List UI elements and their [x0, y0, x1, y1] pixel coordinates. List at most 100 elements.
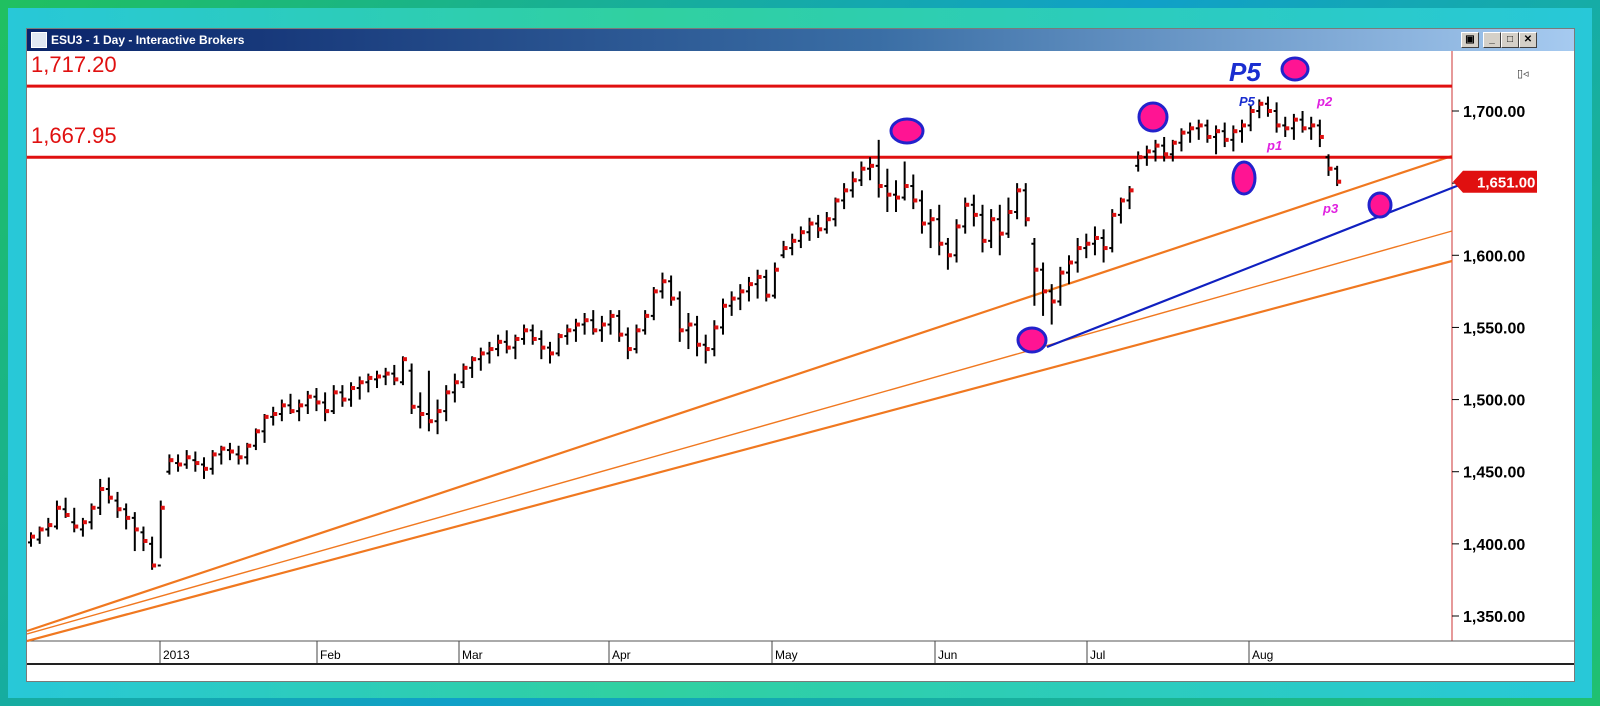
minimize-button[interactable]: _: [1483, 32, 1501, 48]
ohlc-bar-close: [1172, 140, 1177, 145]
ohlc-bar-close: [575, 322, 580, 327]
ohlc-bar: [858, 161, 866, 187]
ohlc-bar-close: [1103, 246, 1108, 251]
ohlc-bar: [261, 414, 269, 443]
title-bar[interactable]: ESU3 - 1 Day - Interactive Brokers ▣ _ □…: [27, 29, 1574, 51]
y-tick-label: 1,350.00: [1463, 609, 1525, 626]
ohlc-bar: [720, 298, 727, 335]
annotations-layer: P5 P5 p2 p1 p3: [1229, 57, 1339, 216]
ohlc-bar: [944, 237, 952, 270]
ohlc-bar-close: [723, 303, 727, 308]
ohlc-bar: [780, 240, 788, 259]
ohlc-bar-close: [982, 238, 987, 243]
markers-layer: [889, 56, 1393, 354]
ohlc-bar: [443, 385, 451, 422]
ohlc-bar-close: [1043, 289, 1048, 294]
ohlc-bar-close: [826, 217, 831, 222]
highlight-marker: [889, 117, 925, 145]
restore-alt-button[interactable]: ▣: [1461, 32, 1479, 48]
ohlc-bar-close: [56, 505, 61, 510]
ohlc-bar: [460, 363, 468, 389]
ohlc-bar-close: [947, 253, 952, 258]
ohlc-bar: [287, 393, 295, 414]
ohlc-bar: [486, 341, 494, 364]
x-tick-label: Jul: [1090, 648, 1105, 662]
ohlc-bar-close: [766, 293, 771, 298]
ohlc-bar: [1117, 197, 1125, 224]
ohlc-bar: [201, 457, 208, 479]
annotation-label: p1: [1266, 138, 1282, 153]
ohlc-bar-close: [428, 419, 433, 424]
ohlc-bar-close: [204, 466, 208, 471]
ohlc-bar: [1247, 105, 1255, 132]
ohlc-bar: [529, 324, 537, 345]
ohlc-bar-close: [472, 357, 477, 362]
ohlc-bar-close: [627, 347, 632, 352]
ohlc-bar-close: [1216, 129, 1221, 134]
ohlc-bar-close: [1034, 267, 1039, 272]
ohlc-bar-close: [1138, 155, 1143, 160]
ohlc-bar: [1334, 165, 1342, 187]
ohlc-bar-close: [653, 289, 658, 294]
ohlc-bar: [1040, 262, 1048, 316]
ohlc-bar-close: [999, 231, 1004, 236]
ohlc-bar-close: [143, 538, 148, 543]
ohlc-bar-close: [1207, 134, 1212, 139]
x-tick-label: Feb: [320, 648, 341, 662]
annotation-label: P5: [1229, 57, 1261, 87]
close-button[interactable]: ✕: [1519, 32, 1537, 48]
ohlc-bar: [252, 428, 260, 451]
ohlc-bar-close: [1190, 126, 1195, 131]
ohlc-bar-close: [593, 328, 598, 333]
scale-toggle-icon[interactable]: ▯◃: [1517, 68, 1529, 80]
price-chart[interactable]: 1,717.20 1,667.95 1,350.00 1,400.00 1,450.0…: [27, 51, 1574, 679]
ohlc-bar-close: [939, 241, 944, 246]
maximize-button[interactable]: □: [1501, 32, 1519, 48]
ohlc-bar-close: [186, 455, 191, 460]
ohlc-bar: [650, 287, 658, 321]
ohlc-bar: [832, 197, 840, 227]
ohlc-bar: [962, 197, 970, 234]
ohlc-bar: [572, 318, 580, 342]
ohlc-bar-close: [1155, 143, 1160, 148]
ohlc-bar: [875, 139, 883, 198]
ohlc-bar-close: [1060, 270, 1065, 275]
ohlc-bar: [1143, 145, 1151, 166]
ohlc-bar-close: [290, 409, 295, 414]
ohlc-bar-close: [212, 452, 217, 457]
ohlc-bar-close: [973, 212, 978, 217]
ohlc-bar: [1031, 237, 1039, 306]
ohlc-bar-close: [783, 246, 788, 251]
ohlc-bar: [616, 310, 624, 342]
ohlc-bar: [296, 399, 304, 422]
ohlc-bar-close: [748, 282, 753, 287]
ohlc-bar-close: [299, 403, 304, 408]
ohlc-bar: [1187, 122, 1195, 143]
ohlc-bar-close: [463, 365, 468, 370]
ohlc-bar: [1282, 116, 1290, 137]
ohlc-bar: [806, 217, 814, 241]
y-tick-label: 1,400.00: [1463, 537, 1525, 554]
ohlc-bar: [1014, 183, 1022, 220]
ohlc-bar: [313, 388, 321, 412]
ohlc-bar: [469, 356, 477, 378]
ohlc-bar-close: [645, 313, 650, 318]
ohlc-bar: [1256, 99, 1264, 119]
ohlc-bar-close: [1051, 299, 1056, 304]
ohlc-bar: [564, 324, 572, 345]
ohlc-bar-close: [1164, 152, 1169, 157]
ohlc-bar: [1083, 233, 1091, 259]
ohlc-bar-close: [601, 322, 606, 327]
ohlc-bar-close: [281, 403, 286, 408]
ohlc-bar-close: [774, 267, 779, 272]
ohlc-bar: [1100, 229, 1108, 263]
ohlc-bar-close: [1146, 149, 1151, 154]
ohlc-bar-close: [1069, 260, 1073, 265]
ohlc-bar: [45, 517, 53, 537]
ohlc-bar: [175, 454, 183, 472]
ohlc-bar-close: [956, 224, 961, 229]
ohlc-bar: [659, 272, 667, 299]
ohlc-bar: [304, 390, 312, 414]
ohlc-bar: [399, 356, 407, 386]
ohlc-bar-close: [610, 313, 615, 318]
